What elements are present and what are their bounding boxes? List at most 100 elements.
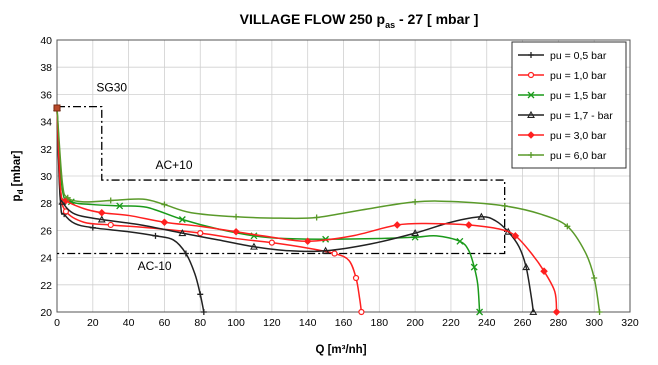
x-tick-label: 160 bbox=[335, 317, 353, 329]
series-marker bbox=[456, 237, 464, 245]
series-marker bbox=[465, 221, 473, 229]
y-tick-label: 26 bbox=[40, 225, 52, 237]
y-tick-label: 34 bbox=[40, 117, 52, 129]
series-marker bbox=[528, 52, 534, 58]
series-marker bbox=[527, 110, 535, 118]
series-marker bbox=[313, 214, 320, 221]
annotation-label: AC+10 bbox=[155, 158, 192, 172]
x-tick-label: 300 bbox=[585, 317, 603, 329]
series-marker bbox=[64, 194, 71, 201]
y-axis-label-suffix: [mbar] bbox=[11, 150, 23, 189]
chart-title-main: VILLAGE FLOW 250 p bbox=[240, 11, 385, 27]
series-marker bbox=[527, 91, 535, 99]
series-marker bbox=[161, 201, 168, 208]
series-marker bbox=[331, 250, 338, 257]
legend-entry-label: pu = 1,7 - bar bbox=[550, 110, 613, 122]
series-marker bbox=[116, 202, 124, 210]
series-marker bbox=[107, 221, 114, 229]
series-marker bbox=[393, 221, 401, 229]
series-marker bbox=[540, 267, 548, 275]
y-axis-label-main: p bbox=[11, 194, 23, 201]
x-tick-label: 180 bbox=[371, 317, 389, 329]
series-marker bbox=[182, 250, 189, 257]
y-tick-label: 28 bbox=[40, 198, 52, 210]
series-marker bbox=[268, 239, 275, 246]
series-2 bbox=[53, 104, 365, 316]
series-marker bbox=[97, 208, 106, 217]
series-marker bbox=[160, 218, 169, 227]
reference-line bbox=[57, 105, 506, 255]
x-tick-label: 20 bbox=[87, 317, 99, 329]
y-tick-label: 40 bbox=[40, 35, 52, 47]
reference-box bbox=[57, 105, 506, 255]
y-axis-label-subscript: d bbox=[16, 189, 25, 194]
axes: 0 20 40 60 80 100 120 140 160 180 200 220 240 260 280 3… bbox=[40, 35, 639, 329]
x-tick-label: 140 bbox=[299, 317, 317, 329]
chart-title-subscript: as bbox=[385, 20, 395, 30]
series-marker bbox=[591, 275, 598, 281]
legend-box bbox=[511, 41, 627, 169]
y-axis-label: pd [mbar] bbox=[11, 150, 25, 201]
series-group bbox=[53, 103, 603, 316]
series-marker bbox=[564, 223, 571, 230]
series-marker bbox=[62, 208, 70, 215]
series-marker bbox=[303, 237, 312, 246]
legend-entry-label: pu = 0,5 bar bbox=[550, 50, 607, 62]
plot-frame bbox=[56, 39, 631, 313]
annotation-label: SG30 bbox=[96, 81, 127, 95]
x-tick-label: 80 bbox=[194, 317, 206, 329]
chart-title: VILLAGE FLOW 250 pas - 27 [ mbar ] bbox=[240, 11, 479, 30]
series-marker bbox=[321, 246, 330, 254]
x-tick-label: 0 bbox=[54, 317, 60, 329]
series-marker bbox=[477, 212, 486, 220]
series-marker bbox=[412, 198, 419, 205]
annotations: SG30 AC+10 AC-10 bbox=[96, 81, 192, 273]
series-marker bbox=[527, 131, 535, 139]
legend-entry-label: pu = 1,0 bar bbox=[550, 70, 607, 82]
series-marker bbox=[152, 232, 159, 239]
series-marker bbox=[107, 197, 114, 204]
x-tick-label: 120 bbox=[263, 317, 281, 329]
series-marker bbox=[552, 308, 561, 316]
start-point-marker bbox=[53, 104, 61, 112]
series-marker bbox=[476, 308, 484, 316]
x-tick-label: 40 bbox=[123, 317, 135, 329]
series-marker bbox=[97, 215, 106, 223]
chart-title-suffix: - 27 [ mbar ] bbox=[395, 11, 478, 27]
series-marker bbox=[527, 71, 535, 79]
series-marker bbox=[522, 262, 531, 271]
series-marker bbox=[511, 232, 520, 240]
legend-entry-label: pu = 3,0 bar bbox=[550, 130, 607, 142]
series-line bbox=[56, 107, 535, 313]
series-marker bbox=[352, 274, 360, 282]
series-marker bbox=[529, 307, 538, 315]
y-tick-label: 36 bbox=[40, 89, 52, 101]
series-marker bbox=[470, 263, 478, 271]
x-tick-label: 60 bbox=[159, 317, 171, 329]
y-tick-label: 24 bbox=[40, 253, 52, 265]
series-marker bbox=[233, 213, 240, 220]
x-axis-label: Q [m³/nh] bbox=[315, 344, 366, 356]
x-tick-label: 100 bbox=[227, 317, 245, 329]
legend-entry-label: pu = 1,5 bar bbox=[550, 90, 607, 102]
y-tick-label: 20 bbox=[40, 307, 52, 319]
x-tick-label: 200 bbox=[406, 317, 424, 329]
series-marker bbox=[197, 291, 204, 298]
legend-entry-label: pu = 6,0 bar bbox=[550, 150, 607, 162]
series-marker bbox=[89, 224, 96, 231]
series-marker bbox=[178, 216, 186, 223]
x-tick-label: 320 bbox=[621, 317, 639, 329]
annotation-label: AC-10 bbox=[138, 259, 172, 273]
x-tick-label: 260 bbox=[514, 317, 532, 329]
x-tick-label: 280 bbox=[550, 317, 568, 329]
y-tick-label: 22 bbox=[40, 280, 52, 292]
x-tick-label: 240 bbox=[478, 317, 496, 329]
series-marker bbox=[197, 230, 204, 237]
series-marker bbox=[411, 228, 420, 237]
series-marker bbox=[232, 227, 240, 236]
series-marker bbox=[501, 202, 508, 209]
y-tick-label: 30 bbox=[40, 171, 52, 183]
series-marker bbox=[250, 242, 258, 250]
